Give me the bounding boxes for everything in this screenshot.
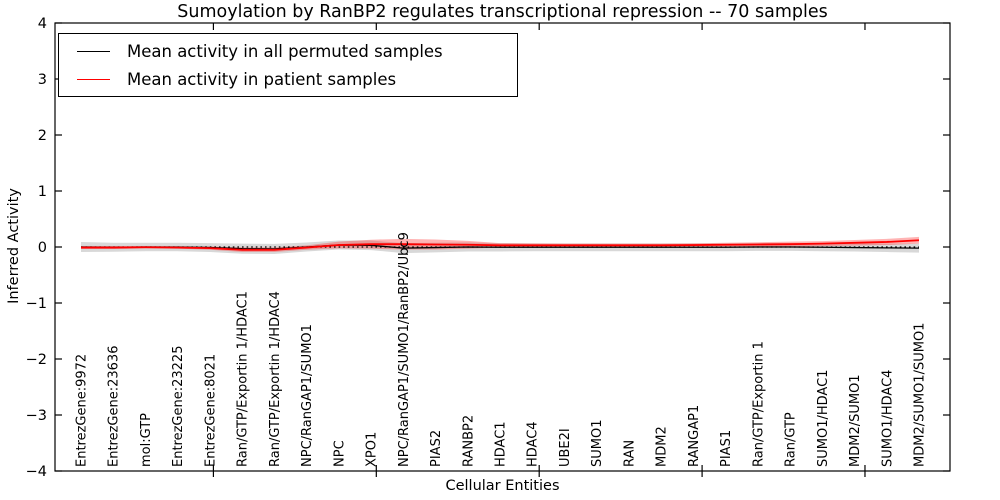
y-tick-label: −4 [26, 464, 47, 480]
permuted-line-sample-icon [77, 50, 110, 52]
y-tick-label: 1 [38, 184, 47, 200]
legend-entry-permuted: Mean activity in all permuted samples [59, 38, 517, 64]
legend-entry-patient: Mean activity in patient samples [59, 66, 517, 92]
category-label: MDM2 [655, 426, 670, 467]
category-label: EntrezGene:23636 [107, 346, 122, 467]
category-label: SUMO1/HDAC4 [880, 370, 895, 467]
category-label: Ran/GTP/Exportin 1 [751, 341, 766, 467]
category-label: NPC/RanGAP1/SUMO1 [300, 324, 315, 467]
y-tick-label: 4 [38, 16, 47, 32]
legend-label-permuted: Mean activity in all permuted samples [127, 41, 443, 61]
category-label: UBE2I [558, 428, 573, 467]
y-tick-label: 0 [38, 240, 47, 256]
legend: Mean activity in all permuted samples Me… [58, 33, 518, 97]
chart-title: Sumoylation by RanBP2 regulates transcri… [177, 2, 828, 22]
category-label: XPO1 [365, 432, 380, 467]
category-label: HDAC4 [526, 421, 541, 467]
y-tick-label: −2 [26, 352, 47, 368]
category-label: MDM2/SUMO1 [848, 374, 863, 467]
category-label: PIAS1 [719, 430, 734, 467]
y-tick-label: 3 [38, 72, 47, 88]
category-label: Ran/GTP/Exportin 1/HDAC1 [236, 291, 251, 467]
category-label: RAN [622, 440, 637, 467]
category-label: MDM2/SUMO1/SUMO1 [913, 323, 928, 467]
category-label: NPC/RanGAP1/SUMO1/RanBP2/Ubc9 [397, 232, 412, 467]
y-tick-label: −1 [26, 296, 47, 312]
x-axis-label: Cellular Entities [445, 478, 560, 494]
y-tick-label: −3 [26, 408, 47, 424]
y-axis-label: Inferred Activity [6, 188, 22, 304]
category-label: EntrezGene:9972 [75, 354, 90, 467]
y-tick-label: 2 [38, 128, 47, 144]
patient-line-sample-icon [77, 78, 110, 80]
category-label: SUMO1 [590, 420, 605, 468]
category-label: RANGAP1 [687, 405, 702, 467]
category-label: RANBP2 [461, 415, 476, 467]
category-label: HDAC1 [494, 421, 509, 467]
category-label: NPC [332, 440, 347, 467]
category-label: SUMO1/HDAC1 [816, 370, 831, 467]
category-label: Ran/GTP [784, 412, 799, 467]
legend-label-patient: Mean activity in patient samples [127, 69, 397, 89]
category-label: EntrezGene:8021 [203, 354, 218, 467]
category-label: Ran/GTP/Exportin 1/HDAC4 [268, 291, 283, 467]
category-label: mol:GTP [139, 413, 154, 467]
category-label: PIAS2 [429, 430, 444, 467]
patient-mean-line [81, 239, 920, 251]
category-label: EntrezGene:23225 [171, 346, 186, 467]
